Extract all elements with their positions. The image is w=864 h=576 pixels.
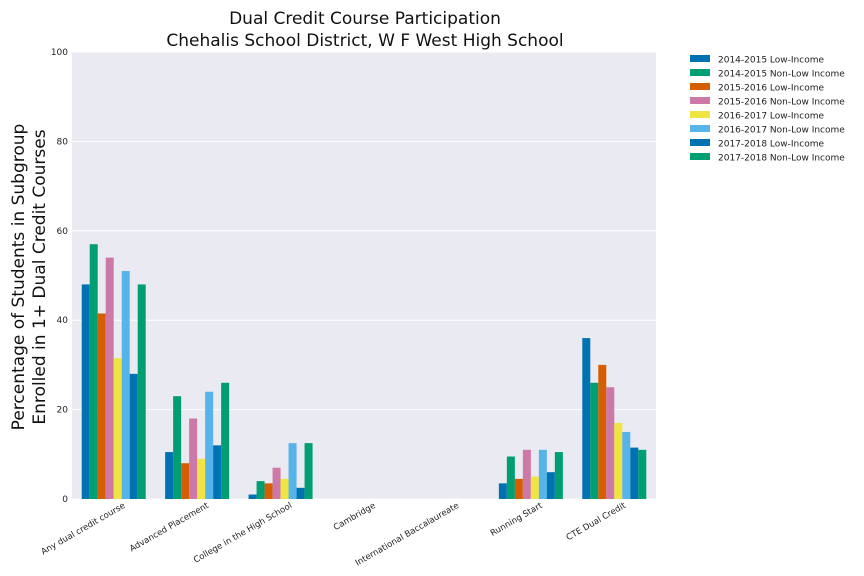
legend-label: 2017-2018 Low-Income [718, 140, 824, 150]
chart-title: Dual Credit Course Participation [229, 9, 501, 29]
legend-swatch [690, 153, 710, 160]
bar [248, 494, 257, 499]
legend-swatch [690, 125, 710, 132]
y-axis-ticks: 0 20 40 60 80 100 [51, 48, 68, 505]
bar [165, 452, 174, 499]
bar [213, 445, 222, 499]
legend-label: 2016-2017 Non-Low Income [718, 126, 845, 136]
bar [89, 244, 98, 499]
x-tick-label: CTE Dual Credit [565, 501, 629, 543]
y-tick-label: 20 [57, 406, 69, 416]
x-tick-label: Cambridge [332, 501, 377, 533]
bar [590, 382, 599, 499]
y-tick-label: 100 [51, 48, 68, 58]
y-tick-label: 40 [57, 316, 69, 326]
bar [280, 478, 289, 499]
legend-label: 2014-2015 Low-Income [718, 56, 824, 66]
bar [81, 284, 90, 499]
legend-label: 2014-2015 Non-Low Income [718, 70, 845, 80]
bar [622, 431, 631, 499]
chart-subtitle: Chehalis School District, W F West High … [166, 31, 563, 51]
bar [288, 443, 297, 499]
legend-label: 2017-2018 Non-Low Income [718, 154, 845, 164]
bar [181, 463, 190, 499]
legend-swatch [690, 83, 710, 90]
bar [205, 391, 214, 499]
bar [630, 447, 639, 499]
bar [197, 458, 206, 499]
bar [272, 467, 281, 499]
bar [546, 472, 555, 499]
legend: 2014-2015 Low-Income 2014-2015 Non-Low In… [690, 55, 845, 164]
bar [304, 443, 313, 499]
x-tick-label: Any dual credit course [40, 501, 128, 557]
y-axis-label-line-2: Enrolled in 1+ Dual Credit Courses [30, 129, 50, 424]
bar [173, 396, 182, 499]
bar [189, 418, 198, 499]
bar [221, 382, 230, 499]
bar [256, 481, 265, 499]
legend-swatch [690, 111, 710, 118]
bar [506, 456, 515, 499]
y-axis-label-line-1: Percentage of Students in Subgroup [9, 124, 29, 431]
bar [264, 483, 273, 499]
y-tick-label: 60 [57, 227, 69, 237]
legend-swatch [690, 55, 710, 62]
bar [105, 257, 114, 499]
x-tick-label: Advanced Placement [128, 501, 211, 555]
legend-label: 2015-2016 Low-Income [718, 84, 824, 94]
bar [522, 449, 531, 499]
legend-label: 2016-2017 Low-Income [718, 112, 824, 122]
y-tick-label: 0 [62, 495, 68, 505]
legend-swatch [690, 139, 710, 146]
bar [121, 271, 130, 499]
bar [113, 358, 122, 499]
bar [514, 478, 523, 499]
bar [530, 476, 539, 499]
x-axis-ticks: Any dual credit course Advanced Placement… [40, 501, 629, 569]
bar [554, 452, 563, 499]
bars [81, 244, 647, 499]
bar [582, 338, 591, 499]
bar [538, 449, 547, 499]
bar [137, 284, 146, 499]
bar [498, 483, 507, 499]
x-tick-label: Running Start [489, 501, 545, 539]
bar [129, 373, 138, 499]
legend-swatch [690, 97, 710, 104]
bar [97, 313, 106, 499]
bar [614, 423, 623, 499]
bar [638, 449, 647, 499]
y-tick-label: 80 [57, 137, 69, 147]
legend-swatch [690, 69, 710, 76]
legend-label: 2015-2016 Non-Low Income [718, 98, 845, 108]
bar [606, 387, 615, 499]
bar [598, 364, 607, 499]
plot-area [72, 52, 656, 499]
bar [296, 487, 305, 499]
